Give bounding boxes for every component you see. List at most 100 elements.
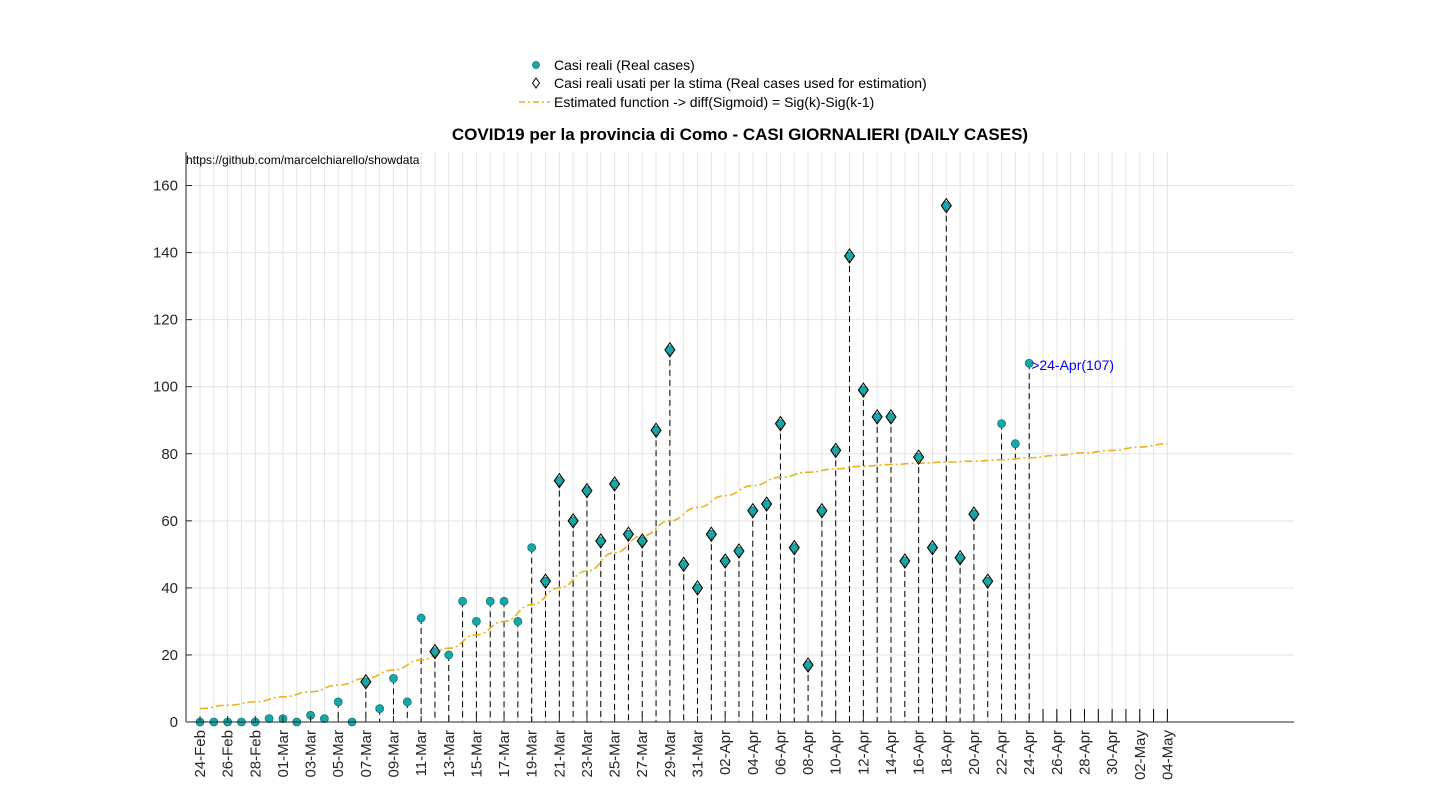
x-tick-label: 25-Mar xyxy=(607,730,624,778)
y-tick-label: 160 xyxy=(153,178,178,195)
real-case-point xyxy=(637,536,647,546)
estimation-case-diamond xyxy=(581,482,593,499)
real-case-point xyxy=(886,412,896,422)
estimation-case-diamond xyxy=(954,549,966,566)
y-tick-label: 100 xyxy=(153,379,178,396)
estimation-case-diamond xyxy=(360,673,372,690)
estimation-case-diamond xyxy=(899,553,911,569)
real-case-point xyxy=(568,516,578,526)
x-tick-label: 26-Feb xyxy=(220,730,237,778)
real-case-point xyxy=(845,251,854,261)
real-case-point xyxy=(361,677,371,687)
x-tick-label: 17-Mar xyxy=(496,730,513,778)
legend: Casi reali (Real cases) Casi reali usati … xyxy=(519,57,927,110)
real-case-point xyxy=(831,446,841,455)
estimation-case-diamond xyxy=(788,539,800,556)
x-tick-label: 02-May xyxy=(1132,730,1149,781)
estimation-case-diamond xyxy=(816,502,828,519)
real-case-point xyxy=(693,583,702,593)
y-tick-label: 120 xyxy=(153,312,178,329)
x-tick-label: 19-Mar xyxy=(524,730,541,778)
x-tick-label: 07-Mar xyxy=(358,730,375,778)
real-case-point xyxy=(789,543,799,553)
estimation-case-diamond xyxy=(871,409,883,425)
real-case-point xyxy=(471,617,481,626)
x-tick-label: 13-Mar xyxy=(441,730,458,778)
estimation-case-diamond xyxy=(885,409,897,425)
estimation-case-diamond xyxy=(678,556,690,573)
estimation-case-diamond xyxy=(567,512,579,529)
annotation-label: >24-Apr(107) xyxy=(1031,357,1114,373)
real-case-point xyxy=(969,509,979,519)
real-case-point xyxy=(499,596,509,606)
grid xyxy=(186,152,1294,722)
estimation-case-diamond xyxy=(857,382,869,398)
x-tick-label: 31-Mar xyxy=(690,730,707,778)
x-tick-label: 28-Feb xyxy=(247,730,264,778)
estimation-case-diamond xyxy=(622,526,635,543)
x-tick-label: 20-Apr xyxy=(966,730,983,775)
x-tick-label: 27-Mar xyxy=(634,730,651,778)
x-tick-label: 15-Mar xyxy=(468,730,485,778)
real-case-point xyxy=(610,479,619,489)
estimation-case-diamond xyxy=(664,341,676,358)
x-tick-label: 02-Apr xyxy=(717,730,734,775)
x-tick-label: 16-Apr xyxy=(911,730,928,775)
real-case-point xyxy=(527,543,537,553)
real-case-point xyxy=(734,546,744,556)
real-case-point xyxy=(485,596,495,606)
real-case-point xyxy=(596,536,606,546)
y-tick-label: 40 xyxy=(161,580,178,597)
estimation-case-diamond xyxy=(747,502,759,519)
real-case-point xyxy=(817,506,827,516)
y-tick-label: 80 xyxy=(161,446,178,463)
x-tick-label: 09-Mar xyxy=(385,730,402,778)
estimation-case-diamond xyxy=(774,415,787,432)
x-tick-label: 03-Mar xyxy=(303,730,320,778)
x-tick-label: 29-Mar xyxy=(662,730,679,778)
y-tick-label: 20 xyxy=(161,647,178,664)
x-tick-label: 04-May xyxy=(1159,730,1176,781)
real-case-point xyxy=(914,452,924,462)
real-case-point xyxy=(776,419,785,428)
legend-dot-marker xyxy=(532,61,540,69)
source-url: https://github.com/marcelchiarello/showd… xyxy=(186,153,420,167)
real-case-point xyxy=(748,506,758,516)
estimation-case-diamond xyxy=(608,476,621,492)
x-tick-label: 12-Apr xyxy=(855,730,872,775)
x-tick-label: 24-Feb xyxy=(192,730,209,778)
real-case-point xyxy=(513,617,523,626)
real-case-point xyxy=(679,560,689,569)
real-case-point xyxy=(541,576,550,586)
real-case-point xyxy=(554,476,564,485)
x-tick-label: 08-Apr xyxy=(800,730,817,775)
estimation-case-diamond xyxy=(843,248,856,264)
real-case-point xyxy=(333,697,343,707)
real-case-point xyxy=(319,714,329,724)
estimation-case-diamond xyxy=(926,539,939,556)
real-case-point xyxy=(444,650,454,660)
estimation-case-diamond xyxy=(968,506,980,522)
estimation-case-diamond xyxy=(733,543,745,559)
real-case-point xyxy=(416,613,426,623)
x-tick-label: 30-Apr xyxy=(1104,730,1121,775)
real-case-point xyxy=(665,345,675,355)
x-tick-label: 04-Apr xyxy=(745,730,762,775)
estimation-case-diamond xyxy=(636,533,648,549)
real-case-point xyxy=(720,556,730,566)
estimation-case-diamond xyxy=(719,553,731,569)
real-case-point xyxy=(1024,358,1034,368)
x-tick-label: 18-Apr xyxy=(938,730,955,775)
x-tick-label: 10-Apr xyxy=(828,730,845,775)
real-case-point xyxy=(762,499,772,509)
estimation-case-diamond xyxy=(650,422,662,439)
real-case-point xyxy=(430,647,440,656)
x-tick-label: 22-Apr xyxy=(994,730,1011,775)
legend-diamond-marker xyxy=(531,77,541,89)
real-case-point xyxy=(858,385,868,395)
stems xyxy=(268,205,1168,722)
estimation-case-diamond xyxy=(705,526,717,543)
estimation-case-diamond xyxy=(429,643,441,660)
real-case-point xyxy=(955,553,965,563)
legend-label: Estimated function -> diff(Sigmoid) = Si… xyxy=(554,94,874,110)
